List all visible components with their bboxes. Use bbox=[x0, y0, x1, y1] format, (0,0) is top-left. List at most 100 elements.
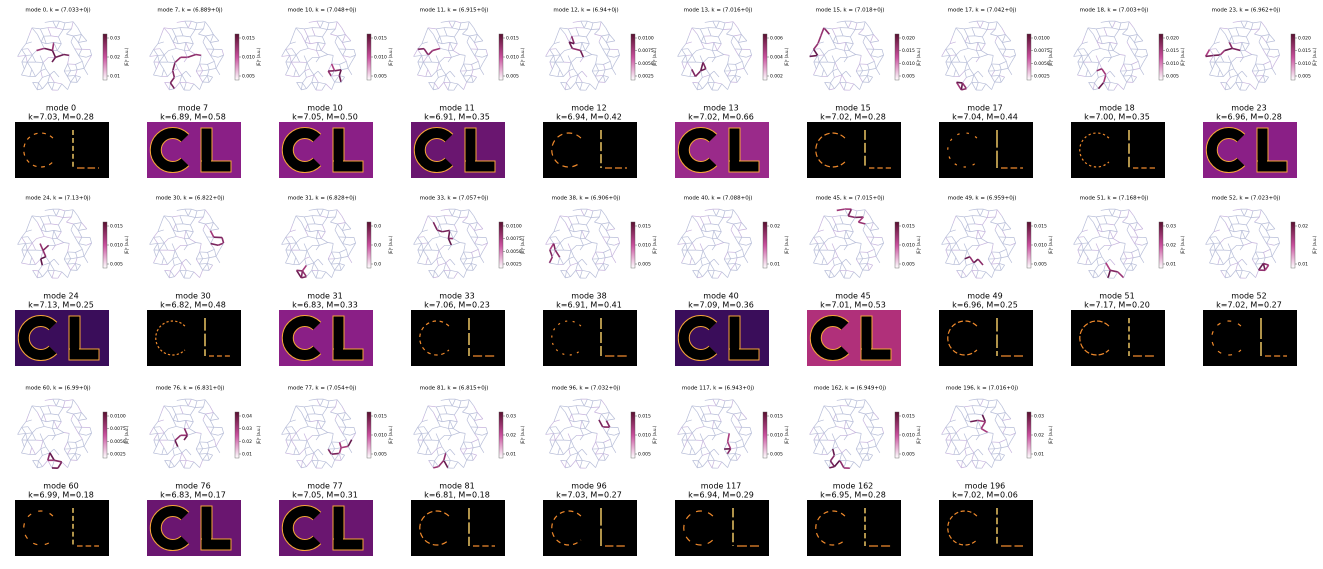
graph-edge bbox=[342, 420, 347, 428]
graph-edge bbox=[955, 447, 960, 455]
graph-edge bbox=[681, 427, 686, 434]
graph-edge bbox=[313, 262, 319, 271]
graph-edge bbox=[966, 250, 971, 257]
graph-edge bbox=[172, 229, 177, 237]
graph-edge bbox=[854, 210, 858, 218]
graph-edge bbox=[591, 448, 596, 455]
graph-edge bbox=[994, 69, 1002, 72]
graph-edge bbox=[1242, 81, 1250, 85]
graph-title: mode 12, k = (6.94+0j) bbox=[553, 8, 618, 14]
graph-edge bbox=[1134, 55, 1139, 62]
graph-edge bbox=[1099, 224, 1103, 232]
graph-edge bbox=[26, 242, 33, 251]
graph-edge bbox=[1110, 81, 1118, 85]
graph-edge bbox=[304, 405, 312, 408]
graph-edge bbox=[168, 34, 174, 43]
graph-edge bbox=[834, 57, 841, 63]
graph-edge bbox=[999, 257, 1002, 264]
graph-edge bbox=[702, 57, 709, 63]
graph-edge bbox=[346, 249, 349, 257]
graph-edge bbox=[579, 57, 584, 63]
graph-edge bbox=[585, 271, 591, 279]
graph-edge bbox=[31, 242, 37, 251]
graph-edge bbox=[1129, 223, 1135, 231]
colorbar-tick-label: 0.015 bbox=[902, 414, 915, 420]
graph-edge bbox=[1266, 55, 1271, 62]
graph-edge bbox=[1258, 75, 1264, 83]
graph-edge bbox=[568, 70, 571, 78]
graph-edge bbox=[295, 405, 302, 413]
graph-edge bbox=[858, 448, 863, 455]
graph-edge bbox=[1103, 262, 1107, 271]
graph-edge bbox=[341, 222, 346, 231]
graph-edge bbox=[164, 270, 170, 279]
graph-edge bbox=[1002, 418, 1011, 421]
graph-edge bbox=[345, 412, 352, 420]
graph-edge bbox=[1234, 42, 1242, 45]
graph-edge bbox=[1109, 230, 1114, 239]
graph-edge bbox=[712, 230, 715, 239]
graph-edge bbox=[711, 460, 715, 469]
graph-edge bbox=[568, 229, 573, 237]
heatmap-title: mode 13 bbox=[703, 104, 738, 113]
graph-edge bbox=[691, 50, 697, 56]
graph-edge bbox=[183, 270, 187, 279]
graph-edge bbox=[1131, 252, 1134, 258]
graph-edge bbox=[615, 242, 620, 250]
graph-edge bbox=[21, 68, 25, 76]
graph-edge bbox=[417, 49, 422, 56]
heatmap-title: mode 196 bbox=[965, 482, 1006, 491]
graph-edge bbox=[417, 256, 421, 264]
graph-edge bbox=[697, 276, 703, 279]
graph-edge bbox=[838, 420, 846, 423]
graph-edge bbox=[602, 236, 607, 244]
graph-edge bbox=[457, 271, 464, 278]
graph-edge bbox=[210, 237, 215, 244]
graph-edge bbox=[606, 55, 611, 62]
graph-edge bbox=[1227, 55, 1232, 63]
graph-edge bbox=[606, 418, 615, 421]
heatmap-l bbox=[862, 348, 871, 351]
graph-edge bbox=[570, 250, 575, 257]
graph-edge bbox=[1263, 75, 1269, 78]
graph-edge bbox=[967, 36, 971, 44]
graph-edge bbox=[1082, 61, 1089, 70]
graph-edge bbox=[702, 62, 707, 70]
graph-edge bbox=[330, 75, 335, 83]
graph-edge bbox=[304, 36, 308, 43]
graph-edge bbox=[56, 27, 64, 30]
graph-edge bbox=[1133, 222, 1138, 231]
graph-edge bbox=[870, 55, 879, 58]
colorbar-tick-label: 0.015 bbox=[902, 48, 915, 54]
graph-edge bbox=[819, 48, 825, 56]
graph-edge bbox=[26, 249, 33, 258]
graph-title: mode 10, k = (7.048+0j) bbox=[288, 8, 357, 14]
graph-edge bbox=[960, 222, 966, 231]
graph-edge bbox=[289, 432, 297, 434]
graph-edge bbox=[281, 243, 290, 245]
graph-edge bbox=[973, 258, 979, 264]
graph-edge bbox=[592, 209, 602, 212]
graph-edge bbox=[417, 236, 425, 238]
graph-edge bbox=[1093, 276, 1099, 279]
graph-edge bbox=[1220, 269, 1227, 272]
graph-edge bbox=[586, 414, 590, 422]
graph-edge bbox=[61, 461, 68, 468]
graph-edge bbox=[577, 448, 583, 454]
graph-edge bbox=[707, 270, 713, 279]
graph-edge bbox=[70, 35, 74, 43]
graph-edge bbox=[436, 419, 441, 427]
graph-edge bbox=[1251, 63, 1256, 72]
graph-edge bbox=[295, 50, 301, 56]
graph-edge bbox=[862, 453, 868, 461]
graph-edge bbox=[1240, 42, 1243, 51]
graph-edge bbox=[965, 419, 971, 423]
graph-edge bbox=[21, 433, 26, 441]
graph-edge bbox=[702, 452, 710, 456]
graph-edge bbox=[976, 208, 981, 217]
graph-edge bbox=[26, 439, 33, 448]
graph-edge bbox=[738, 418, 747, 421]
colorbar-label: |E|² (a.u.) bbox=[1312, 235, 1317, 254]
graph-edge bbox=[325, 271, 332, 278]
graph-edge bbox=[168, 270, 171, 278]
